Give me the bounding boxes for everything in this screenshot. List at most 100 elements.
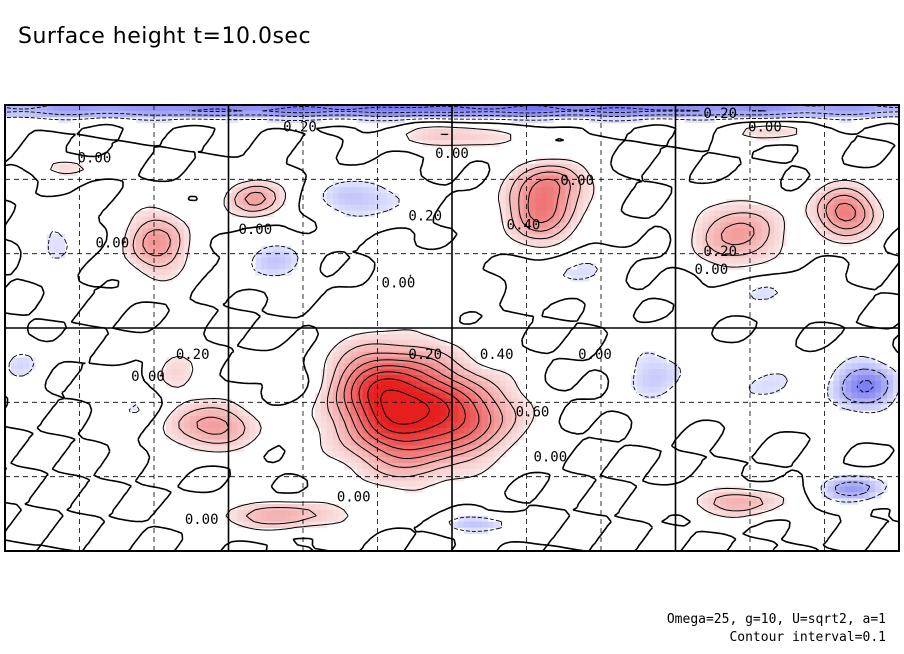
field-cell [362, 474, 370, 482]
field-cell [28, 110, 36, 118]
field-cell [338, 451, 346, 458]
field-cell [332, 357, 340, 364]
field-cell [374, 351, 382, 358]
field-cell [410, 105, 417, 112]
field-cell [428, 369, 435, 376]
field-cell [356, 392, 364, 400]
field-cell [833, 474, 840, 482]
field-cell [869, 105, 876, 112]
field-cell [452, 110, 459, 118]
field-cell [308, 110, 316, 118]
field-cell [767, 234, 775, 241]
field-cell [773, 380, 781, 388]
field-cell [148, 269, 155, 276]
field-cell [303, 521, 310, 529]
field-cell [124, 234, 131, 241]
field-cell [428, 474, 435, 482]
field-cell [452, 345, 459, 353]
field-cell [249, 105, 256, 112]
field-cell [249, 193, 256, 200]
field-cell [440, 380, 447, 388]
field-cell [243, 210, 250, 218]
field-cell [452, 404, 459, 411]
field-cell [529, 210, 537, 218]
field-cell [428, 339, 435, 347]
field-cell [481, 445, 489, 452]
field-cell [875, 380, 882, 388]
field-cell [195, 398, 203, 405]
field-cell [565, 198, 572, 206]
field-cell [827, 492, 835, 499]
field-cell [481, 421, 489, 429]
field-cell [398, 462, 405, 470]
field-cell [10, 110, 18, 118]
field-cell [541, 157, 548, 165]
field-cell [279, 193, 286, 200]
contour-lines [5, 105, 899, 551]
field-cell [529, 239, 537, 247]
field-cell [642, 392, 650, 400]
contour-line [142, 171, 866, 468]
field-cell [410, 451, 417, 458]
field-cell [171, 228, 179, 235]
field-cell [535, 169, 542, 177]
field-cell [344, 404, 352, 411]
field-cell [666, 380, 674, 388]
field-cell [845, 374, 852, 382]
field-cell [404, 457, 411, 464]
field-cell [755, 386, 763, 394]
contour-label: 0.00 [337, 490, 371, 506]
field-cell [863, 222, 870, 229]
field-cell [708, 498, 715, 505]
field-cell [851, 357, 858, 364]
field-cell [487, 398, 495, 405]
field-cell [320, 380, 328, 388]
field-cell [559, 204, 566, 212]
field-cell [541, 222, 548, 229]
field-cell [344, 105, 352, 112]
field-cell [547, 169, 554, 177]
field-cell [696, 239, 703, 247]
field-cell [738, 492, 745, 499]
field-cell [851, 198, 858, 206]
field-cell [517, 175, 525, 182]
field-cell [714, 239, 721, 247]
field-cell [690, 234, 697, 241]
field-cell [606, 116, 614, 124]
contour-label: 0.00 [578, 347, 612, 363]
field-cell [750, 204, 757, 212]
field-cell [738, 110, 745, 118]
field-cell [392, 351, 399, 358]
field-cell [171, 427, 179, 435]
field-cell [827, 486, 835, 493]
field-cell [499, 410, 507, 417]
field-cell [398, 404, 405, 411]
field-cell [154, 239, 161, 247]
field-cell [243, 439, 250, 446]
field-cell [350, 457, 358, 464]
field-cell [368, 457, 376, 464]
field-cell [857, 181, 864, 188]
field-cell [553, 163, 560, 171]
field-cell [136, 263, 143, 270]
field-cell [702, 245, 709, 253]
field-cell [398, 105, 405, 112]
field-cell [148, 210, 155, 218]
field-cell [52, 239, 60, 247]
field-cell [273, 257, 280, 265]
field-cell [827, 380, 835, 388]
field-cell [338, 193, 346, 200]
contour-label: 0.00 [748, 119, 782, 135]
field-cell [654, 357, 662, 364]
field-cell [434, 351, 441, 358]
field-cell [750, 386, 757, 394]
field-cell [159, 369, 167, 376]
field-cell [249, 427, 256, 435]
field-cell [851, 369, 858, 376]
field-cell [452, 392, 459, 400]
field-cell [457, 410, 465, 417]
field-cell [130, 216, 137, 223]
field-cell [475, 427, 483, 435]
field-cell [422, 398, 429, 405]
field-cell [112, 105, 119, 112]
